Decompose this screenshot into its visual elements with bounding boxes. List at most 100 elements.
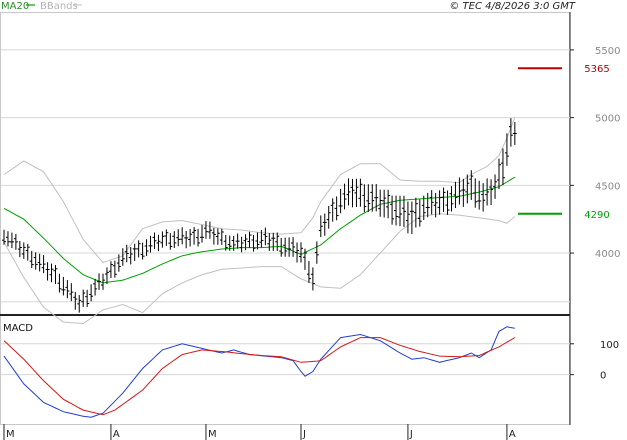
price-bar [259, 230, 264, 248]
time-tick-label: M [6, 429, 15, 440]
price-bar [5, 231, 10, 247]
price-bar [382, 189, 387, 218]
price-bar [180, 227, 185, 245]
price-bar [275, 232, 280, 251]
price-tick-label: 4000 [595, 249, 620, 260]
price-bar [287, 237, 292, 257]
price-bar [429, 190, 434, 215]
price-bar [358, 178, 363, 207]
price-tick-label: 5000 [595, 114, 620, 125]
price-bar [168, 233, 173, 250]
price-bar [188, 229, 193, 247]
price-bar [93, 278, 98, 296]
price-bar [271, 232, 276, 251]
price-level-label: 4290 [584, 210, 609, 221]
price-bar [425, 192, 430, 218]
price-bar [49, 263, 54, 283]
price-bar [2, 229, 6, 245]
price-bar [453, 181, 458, 209]
price-bar [124, 244, 129, 263]
price-bar [176, 229, 181, 247]
price-bar [101, 273, 105, 290]
price-bar [512, 121, 517, 145]
price-bar [77, 295, 82, 313]
price-tick-label: 5500 [595, 46, 620, 57]
bbands-upper-line [3, 117, 516, 264]
price-bar [374, 184, 379, 212]
macd-plot [3, 326, 516, 418]
macd-tick-label: 100 [600, 340, 619, 351]
price-bar [469, 170, 474, 200]
price-tick-label: 4500 [595, 181, 620, 192]
price-bar [398, 195, 402, 227]
price-bar [17, 241, 22, 258]
price-bar [37, 253, 42, 272]
price-bar [57, 273, 62, 293]
bbands-legend-label: BBands [40, 1, 78, 12]
price-bar [211, 227, 216, 245]
price-bar [128, 247, 133, 265]
macd-panel-title: MACD [3, 323, 33, 334]
price-bar [366, 184, 371, 212]
price-bar [116, 254, 121, 272]
price-bar [144, 239, 149, 257]
price-bar [295, 242, 300, 263]
price-bar [314, 241, 319, 264]
price-bar [473, 178, 478, 208]
price-bar [500, 148, 505, 186]
ma20-line [3, 176, 516, 284]
price-bar [405, 201, 410, 234]
price-level-marker: 4290 [518, 210, 610, 221]
price-bar [184, 230, 189, 249]
price-bar [21, 242, 26, 259]
price-bar [136, 240, 141, 258]
price-bar [247, 231, 252, 249]
price-bar [196, 228, 201, 247]
price-bar [493, 174, 498, 199]
signal-line [3, 337, 516, 416]
price-bar [346, 178, 351, 206]
price-bar [508, 118, 513, 147]
price-bar [239, 236, 244, 253]
time-tick-label: J [302, 429, 306, 440]
price-bar [449, 186, 454, 212]
price-bar [65, 280, 70, 299]
price-bar [461, 178, 466, 207]
price-bar [322, 213, 327, 236]
price-bar [203, 221, 208, 239]
price-bar [310, 267, 315, 291]
price-bar [489, 179, 494, 206]
price-bar [445, 190, 450, 215]
price-bar [215, 228, 220, 245]
macd-axis-ticks: 100 0 [570, 340, 619, 382]
price-bar [255, 232, 260, 250]
price-level-marker: 5365 [518, 64, 610, 75]
time-tick-label: M [208, 429, 217, 440]
price-bar [223, 234, 228, 251]
time-tick-label: A [113, 429, 120, 440]
price-bar [330, 198, 335, 222]
price-bar [89, 284, 94, 302]
price-bar [485, 178, 490, 206]
price-bar [108, 261, 113, 278]
price-bar [231, 235, 236, 251]
price-bar [25, 243, 30, 261]
price-bar [164, 229, 169, 246]
time-tick-label: A [509, 429, 516, 440]
macd-gridlines [1, 343, 570, 376]
price-level-label: 5365 [584, 64, 609, 75]
price-bar [33, 252, 38, 270]
price-gridlines [1, 49, 570, 303]
price-bar [386, 189, 391, 219]
chart-header: MA20 BBands © TEC 4/8/2026 3:0 GMT [1, 1, 576, 12]
price-bar [73, 291, 78, 310]
price-bar [192, 227, 197, 245]
macd-panel-frame [0, 315, 570, 425]
price-bar [104, 267, 109, 284]
price-bar [219, 228, 224, 245]
price-bar [354, 178, 359, 208]
price-bar [342, 183, 347, 210]
price-bar [172, 231, 177, 248]
